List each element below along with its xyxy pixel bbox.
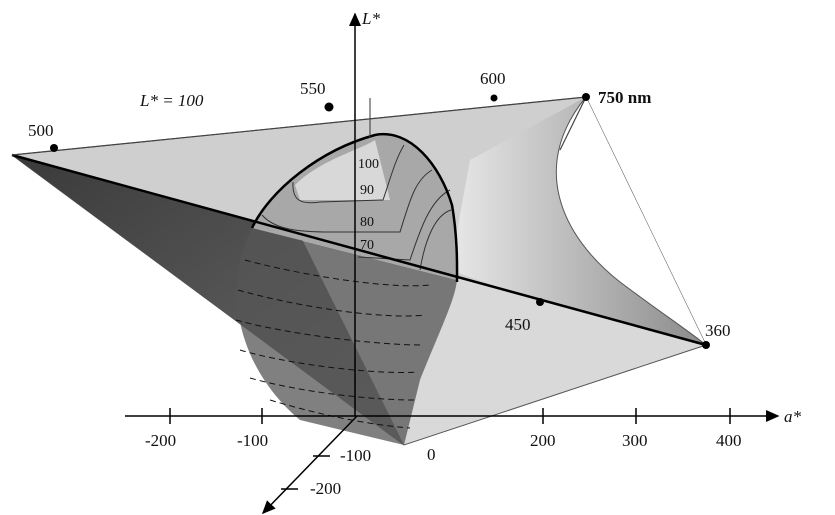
b-axis xyxy=(261,415,358,515)
a-tick-label: -100 xyxy=(237,431,268,450)
b-tick-label: -200 xyxy=(310,479,341,498)
a-tick-label: 300 xyxy=(622,431,648,450)
l-axis-label: L* xyxy=(361,9,380,28)
contour-label: 100 xyxy=(358,157,379,172)
wavelength-dots xyxy=(50,93,710,349)
wavelength-360-label: 360 xyxy=(705,321,731,340)
a-axis-label: a* xyxy=(784,407,802,426)
contour-label: 80 xyxy=(360,215,374,230)
top-edge xyxy=(11,96,587,156)
right-cusp-curve xyxy=(555,96,707,346)
a-tick-label: 200 xyxy=(530,431,556,450)
contour-label: 70 xyxy=(360,238,374,253)
wavelength-550-label: 550 xyxy=(300,79,326,98)
wavelength-500-label: 500 xyxy=(28,121,54,140)
a-tick-label: -200 xyxy=(145,431,176,450)
axis-ticks xyxy=(169,408,731,490)
contour-label: 90 xyxy=(360,183,374,198)
a-tick-label: 400 xyxy=(716,431,742,450)
wavelength-600-label: 600 xyxy=(480,69,506,88)
spectrum-edge xyxy=(11,153,707,347)
right-edge xyxy=(559,96,587,151)
inner-gamut-bulge xyxy=(236,228,457,445)
right-face xyxy=(450,97,706,345)
b-tick-label: 0 xyxy=(427,445,436,464)
gamut-boundary xyxy=(250,132,459,283)
inner-gamut-light xyxy=(295,140,390,200)
l100-label: L* = 100 xyxy=(139,91,204,110)
lightness-contours xyxy=(261,144,452,271)
wavelength-750-label: 750 nm xyxy=(598,88,651,107)
b-tick-label: -100 xyxy=(340,446,371,465)
wavelength-450-label: 450 xyxy=(505,315,531,334)
